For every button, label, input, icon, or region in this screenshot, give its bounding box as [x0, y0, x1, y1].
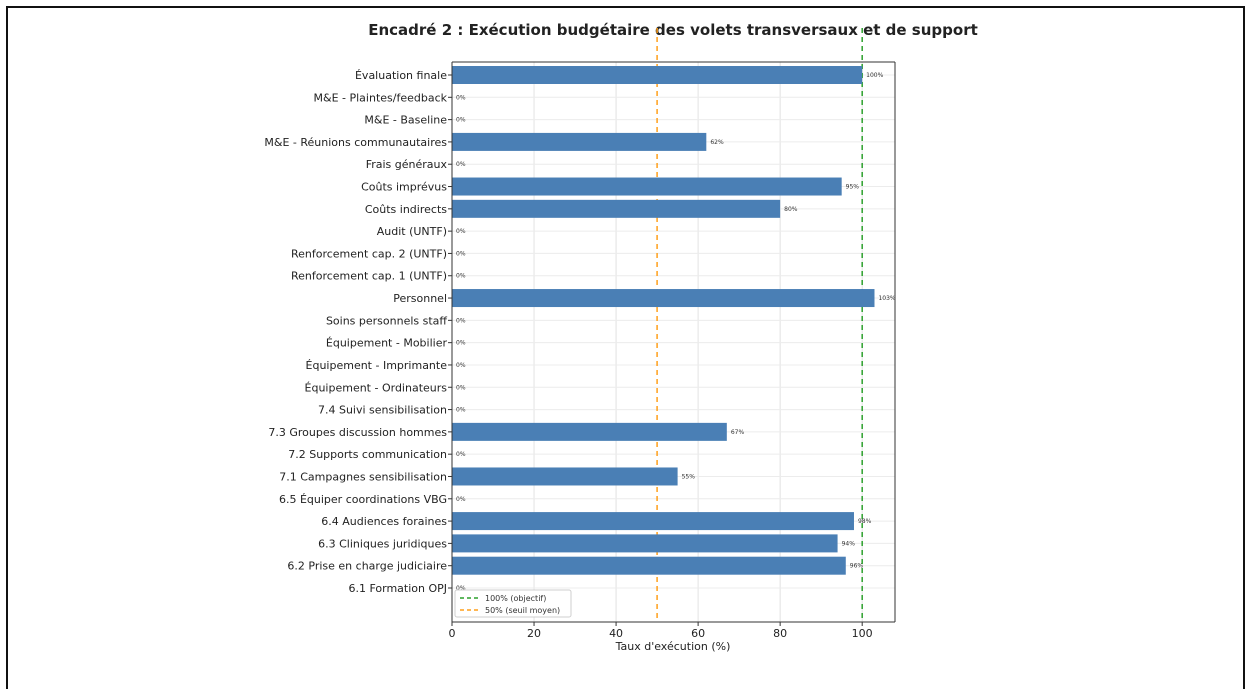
- x-tick-label: 40: [609, 627, 623, 640]
- category-label: Équipement - Imprimante: [306, 359, 448, 372]
- category-label: M&E - Baseline: [364, 114, 447, 127]
- category-label: 6.1 Formation OPJ: [348, 582, 447, 595]
- data-label: 103%: [878, 295, 895, 302]
- data-label: 62%: [710, 139, 724, 146]
- data-label: 0%: [456, 496, 466, 503]
- category-label: Renforcement cap. 1 (UNTF): [291, 270, 447, 283]
- bar: [452, 467, 678, 486]
- category-label: M&E - Réunions communautaires: [264, 136, 447, 149]
- x-tick-label: 0: [449, 627, 456, 640]
- category-label: 7.4 Suivi sensibilisation: [318, 404, 447, 417]
- bar: [452, 556, 846, 575]
- category-label: Coûts imprévus: [361, 181, 447, 194]
- category-label: 6.4 Audiences foraines: [321, 515, 447, 528]
- legend-label: 100% (objectif): [485, 594, 546, 603]
- category-label: Équipement - Ordinateurs: [305, 381, 448, 394]
- data-label: 55%: [682, 473, 696, 480]
- data-label: 94%: [842, 540, 856, 547]
- category-label: 7.2 Supports communication: [288, 448, 447, 461]
- reference-lines: [656, 28, 863, 622]
- x-tick-label: 20: [527, 627, 541, 640]
- data-label: 0%: [456, 161, 466, 168]
- category-label: 6.3 Cliniques juridiques: [318, 537, 447, 550]
- category-label: 7.3 Groupes discussion hommes: [268, 426, 447, 439]
- x-tick-label: 60: [691, 627, 705, 640]
- legend-label: 50% (seuil moyen): [485, 606, 560, 615]
- category-labels: Évaluation finale M&E - Plaintes/feedback…: [264, 69, 447, 595]
- category-label: Soins personnels staff: [326, 314, 447, 327]
- data-label: 95%: [846, 184, 860, 191]
- category-label: 6.5 Équiper coordinations VBG: [279, 493, 447, 506]
- image-frame: [6, 6, 1245, 689]
- data-label: 0%: [456, 451, 466, 458]
- bar: [452, 177, 842, 196]
- bar: [452, 66, 863, 84]
- category-label: 7.1 Campagnes sensibilisation: [279, 470, 447, 483]
- x-axis-label: Taux d'exécution (%): [615, 640, 731, 653]
- data-label: 0%: [456, 273, 466, 280]
- bar: [452, 512, 854, 531]
- legend: 100% (objectif) 50% (seuil moyen): [454, 589, 572, 618]
- data-label: 100%: [866, 72, 883, 79]
- chart-title: Encadré 2 : Exécution budgétaire des vol…: [368, 21, 978, 39]
- data-label: 0%: [456, 117, 466, 124]
- bars: 100% 0% 0% 62% 0% 95% 80% 0% 0% 0% 103% 0% 0% 0% 0% 0% 6…: [452, 66, 896, 592]
- data-label: 67%: [731, 429, 745, 436]
- category-label: Évaluation finale: [355, 69, 447, 82]
- data-label: 0%: [456, 317, 466, 324]
- data-label: 0%: [456, 94, 466, 101]
- data-label: 0%: [456, 340, 466, 347]
- data-label: 0%: [456, 228, 466, 235]
- data-label: 96%: [850, 563, 864, 570]
- data-label: 98%: [858, 518, 872, 525]
- category-label: Coûts indirects: [365, 203, 447, 216]
- category-label: Personnel: [393, 292, 447, 305]
- category-label: Frais généraux: [366, 158, 448, 171]
- category-label: Équipement - Mobilier: [326, 337, 448, 350]
- category-label: Renforcement cap. 2 (UNTF): [291, 247, 447, 260]
- category-label: 6.2 Prise en charge judiciaire: [287, 560, 447, 573]
- data-label: 0%: [456, 585, 466, 592]
- x-tick-label: 100: [852, 627, 873, 640]
- data-label: 0%: [456, 407, 466, 414]
- x-tick-label: 80: [773, 627, 787, 640]
- data-label: 80%: [784, 206, 798, 213]
- bar: [452, 132, 707, 151]
- data-label: 0%: [456, 250, 466, 257]
- bar: [452, 289, 875, 308]
- bar: [452, 199, 781, 218]
- category-label: Audit (UNTF): [377, 225, 447, 238]
- category-label: M&E - Plaintes/feedback: [314, 91, 448, 104]
- data-label: 0%: [456, 362, 466, 369]
- bar: [452, 534, 838, 553]
- bar: [452, 422, 727, 441]
- legend-box: [454, 589, 572, 618]
- axes: 0 20 40 60 80 100: [448, 61, 896, 640]
- data-label: 0%: [456, 384, 466, 391]
